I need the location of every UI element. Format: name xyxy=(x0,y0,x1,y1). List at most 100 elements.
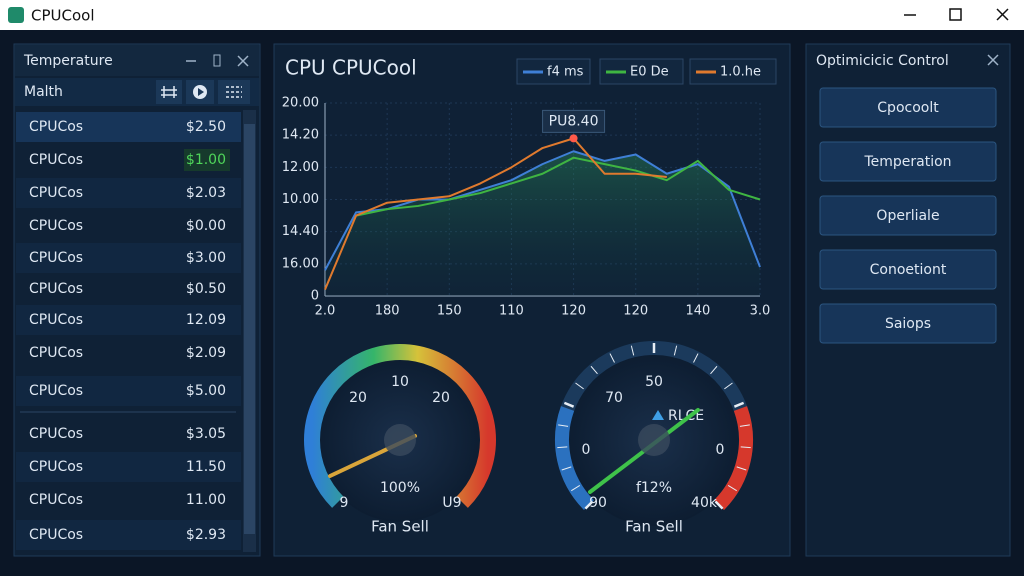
control-button[interactable]: Saiops xyxy=(819,303,997,344)
x-tick-label: 110 xyxy=(499,304,524,319)
control-button[interactable]: Temperation xyxy=(819,141,997,182)
gauge-label: U9 xyxy=(442,495,461,511)
row-name: CPUCos xyxy=(29,383,83,399)
row-value: $2.09 xyxy=(186,345,226,361)
list-row[interactable]: CPUCos $2.50 xyxy=(16,112,241,142)
row-background xyxy=(16,305,241,335)
gauge-tick xyxy=(561,466,572,471)
list-row[interactable]: CPUCos $2.93 xyxy=(16,520,241,550)
row-name: CPUCos xyxy=(29,492,83,508)
series-line xyxy=(324,137,667,290)
series-line xyxy=(355,156,761,217)
control-panel-title: Optimicicic Control xyxy=(816,53,949,69)
app-icon xyxy=(8,7,24,23)
panel-close[interactable] xyxy=(237,55,249,67)
row-value: $2.93 xyxy=(186,527,226,543)
maximize-button[interactable] xyxy=(949,8,962,21)
play-triangle xyxy=(198,88,204,96)
gauge-label: 9 xyxy=(340,495,349,511)
y-tick-label: 16.00 xyxy=(282,256,319,271)
list-row[interactable]: CPUCos $0.00 xyxy=(16,211,241,241)
scrollbar-thumb[interactable] xyxy=(244,124,255,534)
row-background xyxy=(16,243,241,273)
button-label[interactable]: Temperation xyxy=(863,154,951,170)
annotation: PU8.40 xyxy=(549,113,599,129)
button-background[interactable] xyxy=(819,249,997,290)
button-label[interactable]: Operliale xyxy=(876,208,939,224)
gauge-tick xyxy=(563,401,575,408)
list-row[interactable]: CPUCos 11.50 xyxy=(16,452,241,482)
row-value: $3.05 xyxy=(186,426,226,442)
gauge-tick xyxy=(575,382,584,390)
button-list: Cpocoolt Temperation Operliale Conoetiont Sa… xyxy=(819,87,997,344)
row-background xyxy=(16,178,241,208)
control-button[interactable]: Operliale xyxy=(819,195,997,236)
row-value: $1.00 xyxy=(186,152,226,168)
gauge-tick xyxy=(740,446,751,449)
gauge-tick xyxy=(590,365,598,375)
button-background[interactable] xyxy=(819,303,997,344)
row-name: CPUCos xyxy=(29,185,83,201)
row-value: $0.50 xyxy=(186,281,226,297)
legend-entry[interactable]: E0 De xyxy=(599,58,684,85)
row-background xyxy=(16,452,241,482)
row-name: CPUCos xyxy=(29,152,83,168)
row-name: CPUCos xyxy=(29,459,83,475)
x-tick-label: 120 xyxy=(561,304,586,319)
gauge-label: 0 xyxy=(582,442,591,458)
gauge-tick xyxy=(557,446,568,449)
gauge-tick xyxy=(584,500,594,510)
row-name: CPUCos xyxy=(29,250,83,266)
sort-button[interactable] xyxy=(156,80,182,104)
gauge-caption: Fan Sell xyxy=(625,518,683,536)
list-row[interactable]: CPUCos $2.09 xyxy=(16,338,241,368)
row-name: CPUCos xyxy=(29,218,83,234)
gauge-arc-low xyxy=(555,406,595,511)
gauge-hub xyxy=(638,424,670,456)
gauge-label: 50 xyxy=(645,374,663,390)
list-row[interactable]: CPUCos 12.09 xyxy=(16,305,241,335)
legend-label: E0 De xyxy=(630,65,669,80)
list-row[interactable]: CPUCos $0.50 xyxy=(16,274,241,304)
panel-pin[interactable] xyxy=(213,54,221,67)
sub-header-title: Malth xyxy=(24,84,63,100)
list-row[interactable]: CPUCos 11.00 xyxy=(16,485,241,515)
button-background[interactable] xyxy=(819,141,997,182)
row-name: CPUCos xyxy=(29,312,83,328)
list-row[interactable]: CPUCos $3.00 xyxy=(16,243,241,273)
x-tick-label: 140 xyxy=(685,304,710,319)
row-background xyxy=(16,485,241,515)
row-value: $2.50 xyxy=(186,119,226,135)
list-row[interactable]: CPUCos $1.00 xyxy=(16,145,241,175)
window-title: CPUCool xyxy=(31,7,95,25)
button-label[interactable]: Conoetiont xyxy=(870,262,947,278)
panel-title: Temperature xyxy=(23,53,113,69)
gauge-label: 10 xyxy=(391,374,409,390)
row-background xyxy=(16,338,241,368)
control-panel-close[interactable] xyxy=(987,54,999,66)
list-row[interactable]: CPUCos $2.03 xyxy=(16,178,241,208)
close-button[interactable] xyxy=(996,8,1009,21)
legend-entry[interactable]: f4 ms xyxy=(516,58,591,85)
row-background xyxy=(16,274,241,304)
control-button[interactable]: Cpocoolt xyxy=(819,87,997,128)
button-label[interactable]: Cpocoolt xyxy=(877,100,939,116)
button-label[interactable]: Saiops xyxy=(885,316,931,332)
gauge-label: 90 xyxy=(589,495,607,511)
gauge-hub xyxy=(384,424,416,456)
row-value: 11.00 xyxy=(186,492,226,508)
control-button[interactable]: Conoetiont xyxy=(819,249,997,290)
button-background[interactable] xyxy=(819,87,997,128)
list-row[interactable]: CPUCos $5.00 xyxy=(16,376,241,406)
row-value: $3.00 xyxy=(186,250,226,266)
list-row[interactable]: CPUCos $3.05 xyxy=(16,419,241,449)
gauge-tick xyxy=(739,424,750,427)
gauge-label: 20 xyxy=(349,390,367,406)
gauge-tick xyxy=(727,485,737,492)
gauge-tick xyxy=(714,500,724,510)
legend-entry[interactable]: 1.0.he xyxy=(689,58,777,85)
chart-panel-title: CPU CPUCool xyxy=(285,56,417,80)
button-background[interactable] xyxy=(819,195,997,236)
y-tick-label: 20.00 xyxy=(282,96,319,111)
